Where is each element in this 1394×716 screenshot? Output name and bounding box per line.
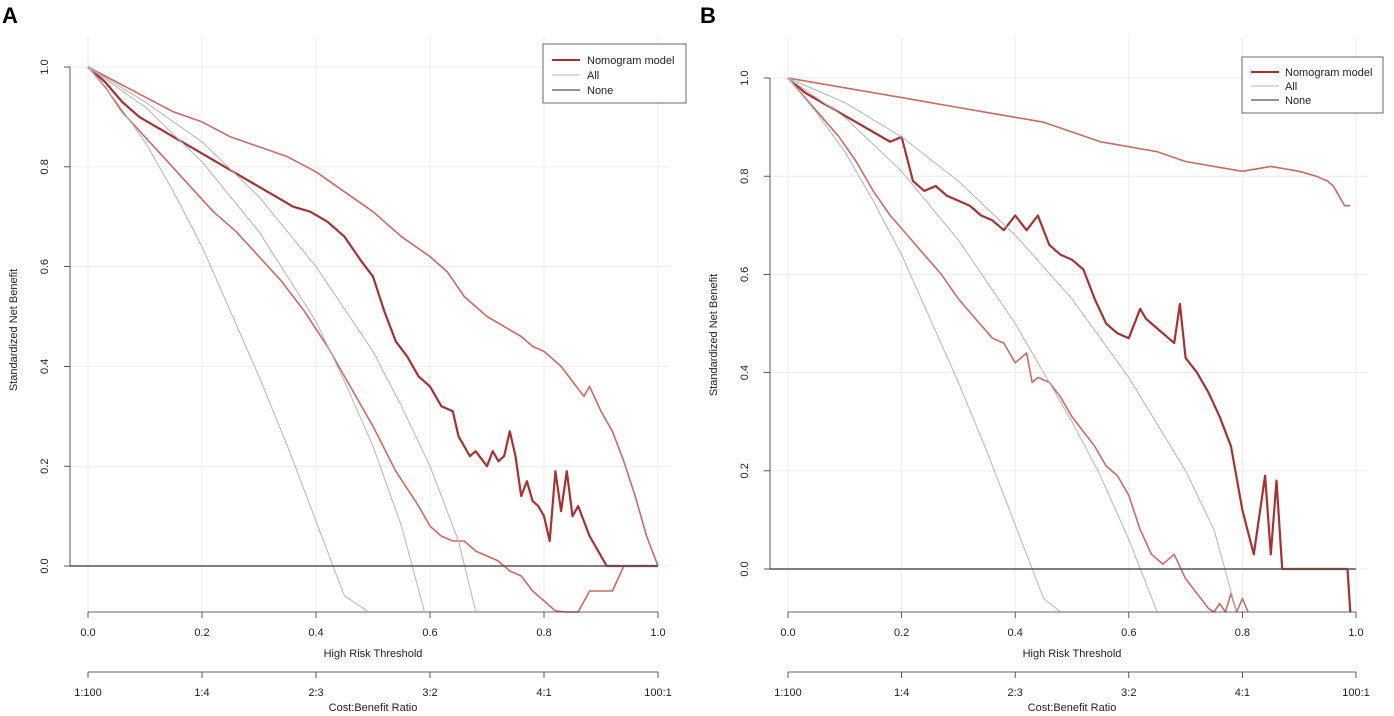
x-tick-label: 0.2: [194, 627, 209, 639]
lower-ci-line: [87, 66, 625, 613]
x-tick-label: 0.6: [422, 627, 437, 639]
y-tick-label: 0.8: [739, 169, 751, 184]
cost-benefit-tick-label: 3:2: [422, 687, 437, 699]
all-curve: [87, 66, 477, 612]
legend-box: [1241, 56, 1384, 114]
cost-benefit-tick-label: 1:100: [74, 687, 102, 699]
x-tick-label: 0.0: [80, 627, 95, 639]
y-tick-label: 0.4: [39, 359, 51, 374]
plot-area: 0.0 0.2 0.4 0.6 0.8 1.0 0.0 0.2 0.4 0.6 0.8 1.0 1:10…: [739, 38, 1370, 699]
all-curve: [87, 66, 425, 612]
x-tick-label: 0.4: [1008, 627, 1023, 639]
x-tick-label: 0.8: [536, 627, 551, 639]
cost-benefit-label: Cost:Benefit Ratio: [329, 702, 418, 714]
upper-ci-line: [787, 77, 1351, 207]
legend: Nomogram model All None: [542, 43, 687, 104]
all-curve: [787, 77, 1061, 613]
plot-area: 0.0 0.2 0.4 0.6 0.8 1.0 0.0 0.2 0.4 0.6 0.8 1.0 1:10…: [39, 38, 672, 699]
all-curve: [787, 77, 1158, 613]
x-tick-label: 0.2: [894, 627, 909, 639]
x-tick-label: 0.8: [1235, 627, 1250, 639]
all-curve: [87, 66, 368, 612]
y-tick-label: 0.8: [39, 159, 51, 174]
y-tick-label: 0.6: [739, 267, 751, 282]
panel-label: A: [2, 3, 18, 28]
cost-benefit-tick-label: 2:3: [308, 687, 323, 699]
x-axis-label: High Risk Threshold: [324, 648, 423, 660]
legend-label-model: Nomogram model: [1285, 67, 1372, 79]
legend: Nomogram model All None: [1241, 56, 1384, 114]
upper-ci-line: [87, 66, 659, 567]
cost-benefit-label: Cost:Benefit Ratio: [1028, 702, 1117, 714]
y-tick-label: 0.2: [739, 463, 751, 478]
legend-label-model: Nomogram model: [587, 55, 674, 67]
y-tick-label: 0.6: [39, 259, 51, 274]
nomogram-model-line: [87, 66, 658, 568]
legend-label-none: None: [1285, 95, 1311, 107]
all-curve: [787, 77, 1238, 613]
y-tick-label: 0.0: [739, 561, 751, 576]
cost-benefit-tick-label: 1:100: [774, 687, 802, 699]
legend-label-none: None: [587, 85, 613, 97]
x-axis-label: High Risk Threshold: [1023, 648, 1122, 660]
legend-label-all: All: [1285, 81, 1297, 93]
cost-benefit-tick-label: 1:4: [194, 687, 209, 699]
y-tick-label: 0.0: [39, 558, 51, 573]
legend-box: [542, 43, 687, 104]
x-tick-label: 1.0: [1348, 627, 1363, 639]
y-tick-label: 0.4: [739, 365, 751, 380]
panel-b: B High Risk Threshold Standardized Net B…: [700, 3, 1384, 714]
cost-benefit-tick-label: 4:1: [1235, 687, 1250, 699]
legend-label-all: All: [587, 70, 599, 82]
cost-benefit-tick-label: 4:1: [536, 687, 551, 699]
cost-benefit-tick-label: 100:1: [1342, 687, 1370, 699]
panel-label: B: [700, 3, 716, 28]
x-tick-label: 1.0: [650, 627, 665, 639]
nomogram-model-line: [787, 77, 1352, 613]
x-tick-label: 0.0: [780, 627, 795, 639]
lower-ci-line: [787, 77, 1249, 613]
cost-benefit-tick-label: 1:4: [894, 687, 909, 699]
panel-a: A High Risk Threshold Standardized Net B…: [2, 3, 687, 714]
y-tick-label: 0.2: [39, 459, 51, 474]
cost-benefit-tick-label: 3:2: [1121, 687, 1136, 699]
cost-benefit-tick-label: 100:1: [644, 687, 672, 699]
y-tick-label: 1.0: [39, 59, 51, 74]
cost-benefit-tick-label: 2:3: [1008, 687, 1023, 699]
y-axis-label: Standardized Net Benefit: [708, 274, 720, 396]
y-axis-label: Standardized Net Benefit: [8, 269, 20, 391]
y-tick-label: 1.0: [739, 70, 751, 85]
x-tick-label: 0.6: [1121, 627, 1136, 639]
x-tick-label: 0.4: [308, 627, 323, 639]
